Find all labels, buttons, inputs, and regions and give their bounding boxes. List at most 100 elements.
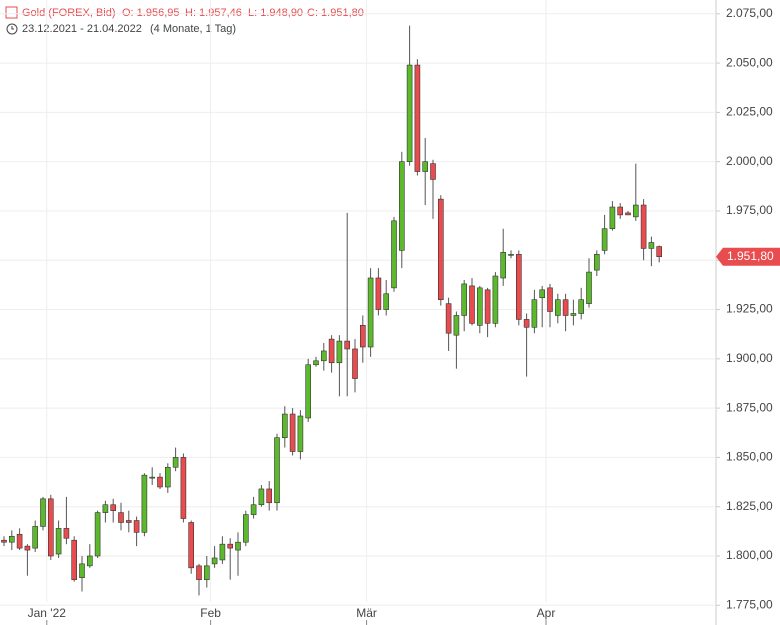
- candle-body: [297, 415, 304, 452]
- candle-body: [281, 413, 288, 438]
- symbol-icon: [5, 6, 18, 19]
- candle-body: [414, 64, 421, 172]
- candle-body: [79, 563, 85, 578]
- candle-body: [180, 457, 187, 519]
- candle-body: [110, 504, 116, 511]
- clock-icon: [6, 23, 18, 35]
- candle-body: [32, 526, 39, 549]
- candle-body: [63, 528, 70, 539]
- x-tick-label: Jan '22: [28, 606, 67, 620]
- candle-body: [313, 360, 319, 366]
- candle-body: [211, 557, 218, 565]
- candle-body: [632, 204, 639, 218]
- candle-body: [398, 161, 405, 251]
- x-tick-label: Feb: [200, 606, 221, 620]
- candle-body: [601, 228, 608, 251]
- candle-body: [383, 293, 390, 310]
- candle-body: [1, 539, 7, 543]
- y-tick-label: 2.050,00: [726, 55, 773, 69]
- candle-body: [47, 498, 54, 557]
- y-tick-label: 1.850,00: [726, 450, 773, 464]
- y-tick-label: 1.900,00: [726, 351, 773, 365]
- candle-body: [437, 198, 444, 300]
- candle-body: [165, 466, 171, 488]
- candle-body: [102, 504, 109, 513]
- price-tag: [716, 247, 780, 266]
- candle-body: [500, 252, 507, 279]
- y-tick-label: 1.975,00: [726, 203, 773, 217]
- candle-body: [476, 287, 483, 326]
- y-tick-label: 1.775,00: [726, 597, 773, 611]
- candle-body: [266, 488, 273, 504]
- candle-body: [87, 555, 93, 567]
- candle-body: [172, 457, 179, 468]
- ohlc-open: O: 1.956,95: [122, 7, 180, 19]
- candle-body: [196, 565, 202, 580]
- candle-body: [508, 254, 514, 256]
- candle-body: [336, 340, 343, 364]
- candle-body: [188, 522, 194, 569]
- candle-body: [204, 565, 210, 580]
- candle-body: [352, 348, 358, 379]
- candle-body: [656, 246, 663, 258]
- candle-body: [562, 299, 569, 316]
- candle-body: [274, 437, 280, 504]
- candle-body: [94, 512, 101, 557]
- candle-body: [617, 206, 624, 216]
- y-tick-label: 1.875,00: [726, 400, 773, 414]
- candle-body: [648, 242, 655, 249]
- candle-body: [375, 277, 382, 310]
- candle-body: [570, 313, 577, 316]
- title: Gold (FOREX, Bid): [22, 7, 116, 19]
- candle-body: [9, 535, 15, 543]
- candle-body: [219, 543, 226, 561]
- y-tick-label: 1.925,00: [726, 302, 773, 316]
- period: 23.12.2021 - 21.04.2022: [22, 23, 142, 35]
- y-tick-label: 1.800,00: [726, 548, 773, 562]
- y-tick-label: 2.025,00: [726, 105, 773, 119]
- period-length: (4 Monate, 1 Tag): [150, 23, 236, 35]
- candle-body: [539, 289, 546, 299]
- x-tick-label: Apr: [537, 606, 556, 620]
- candle-body: [24, 545, 31, 551]
- ohlc-high: H: 1.957,46: [185, 7, 242, 19]
- candle-body: [547, 287, 553, 312]
- candle-body: [157, 476, 163, 488]
- candle-body: [55, 528, 62, 555]
- candle-body: [461, 283, 468, 316]
- candle-body: [593, 254, 600, 271]
- clock-hands: [11, 26, 14, 30]
- candle-body: [406, 64, 413, 162]
- candle-body: [640, 204, 647, 249]
- candle-body: [320, 350, 327, 362]
- candle-body: [625, 212, 631, 216]
- candle-body: [445, 303, 452, 334]
- candle-body: [289, 413, 296, 452]
- candle-body: [515, 254, 522, 320]
- price-tag-label: 1.951,80: [727, 249, 774, 263]
- candle-body: [430, 163, 436, 180]
- header: Gold (FOREX, Bid) O: 1.956,95 H: 1.957,4…: [5, 6, 364, 35]
- candle-body: [71, 539, 77, 580]
- candle-body: [133, 520, 140, 533]
- candle-body: [227, 543, 233, 549]
- candle-body: [258, 488, 265, 506]
- candle-body: [523, 319, 530, 328]
- candle-body: [118, 512, 124, 523]
- candle-body: [149, 476, 155, 479]
- candle-body: [469, 285, 475, 324]
- candle-body: [609, 206, 616, 230]
- candle-body: [328, 338, 335, 364]
- candle-body: [422, 161, 429, 172]
- candle-body: [243, 514, 249, 543]
- y-tick-label: 1.825,00: [726, 499, 773, 513]
- y-tick-label: 2.000,00: [726, 154, 773, 168]
- candle-body: [484, 289, 491, 324]
- candle-body: [40, 498, 46, 527]
- candle-body: [344, 340, 351, 350]
- candle-body: [141, 474, 148, 533]
- candle-body: [359, 325, 366, 348]
- ohlc-low: L: 1.948,90: [248, 7, 303, 19]
